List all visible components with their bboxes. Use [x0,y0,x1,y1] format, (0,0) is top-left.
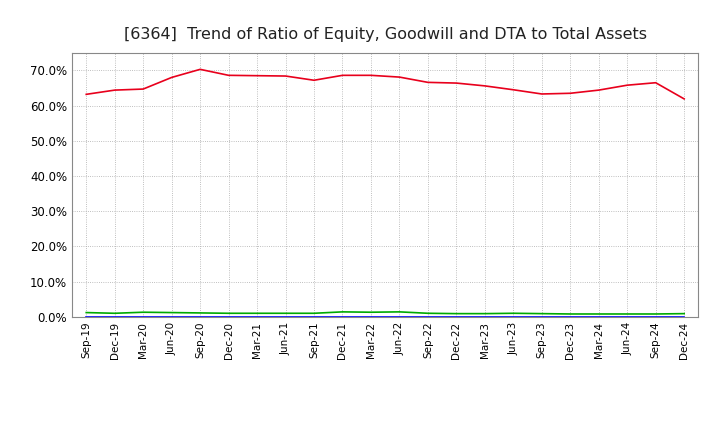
Goodwill [680,314,688,319]
Equity [509,87,518,92]
Equity [395,74,404,80]
Goodwill [196,314,204,319]
Equity [110,88,119,93]
Deferred Tax Assets [452,311,461,316]
Deferred Tax Assets [623,312,631,317]
Goodwill [366,314,375,319]
Deferred Tax Assets [253,311,261,316]
Goodwill [139,314,148,319]
Goodwill [338,314,347,319]
Goodwill [537,314,546,319]
Equity [282,73,290,79]
Title: [6364]  Trend of Ratio of Equity, Goodwill and DTA to Total Assets: [6364] Trend of Ratio of Equity, Goodwil… [124,27,647,42]
Equity [680,96,688,102]
Deferred Tax Assets [423,311,432,316]
Equity [452,81,461,86]
Deferred Tax Assets [595,312,603,317]
Goodwill [452,314,461,319]
Deferred Tax Assets [537,311,546,316]
Deferred Tax Assets [566,312,575,317]
Equity [537,92,546,97]
Deferred Tax Assets [338,309,347,315]
Goodwill [423,314,432,319]
Deferred Tax Assets [395,309,404,315]
Equity [82,92,91,97]
Goodwill [110,314,119,319]
Goodwill [282,314,290,319]
Goodwill [253,314,261,319]
Deferred Tax Assets [167,310,176,315]
Equity [595,88,603,93]
Goodwill [82,314,91,319]
Goodwill [395,314,404,319]
Equity [253,73,261,78]
Goodwill [310,314,318,319]
Line: Equity: Equity [86,70,684,99]
Equity [310,77,318,83]
Deferred Tax Assets [509,311,518,316]
Equity [225,73,233,78]
Deferred Tax Assets [310,311,318,316]
Equity [139,86,148,92]
Deferred Tax Assets [480,311,489,316]
Goodwill [595,314,603,319]
Goodwill [652,314,660,319]
Goodwill [480,314,489,319]
Deferred Tax Assets [680,311,688,316]
Goodwill [623,314,631,319]
Equity [196,67,204,72]
Deferred Tax Assets [110,311,119,316]
Deferred Tax Assets [196,310,204,315]
Equity [366,73,375,78]
Deferred Tax Assets [82,310,91,315]
Equity [423,80,432,85]
Deferred Tax Assets [652,312,660,317]
Equity [167,75,176,80]
Goodwill [167,314,176,319]
Goodwill [225,314,233,319]
Line: Deferred Tax Assets: Deferred Tax Assets [86,312,684,314]
Equity [652,80,660,85]
Equity [566,91,575,96]
Deferred Tax Assets [139,310,148,315]
Goodwill [509,314,518,319]
Deferred Tax Assets [225,311,233,316]
Equity [623,83,631,88]
Deferred Tax Assets [282,311,290,316]
Goodwill [566,314,575,319]
Equity [480,83,489,88]
Deferred Tax Assets [366,310,375,315]
Equity [338,73,347,78]
